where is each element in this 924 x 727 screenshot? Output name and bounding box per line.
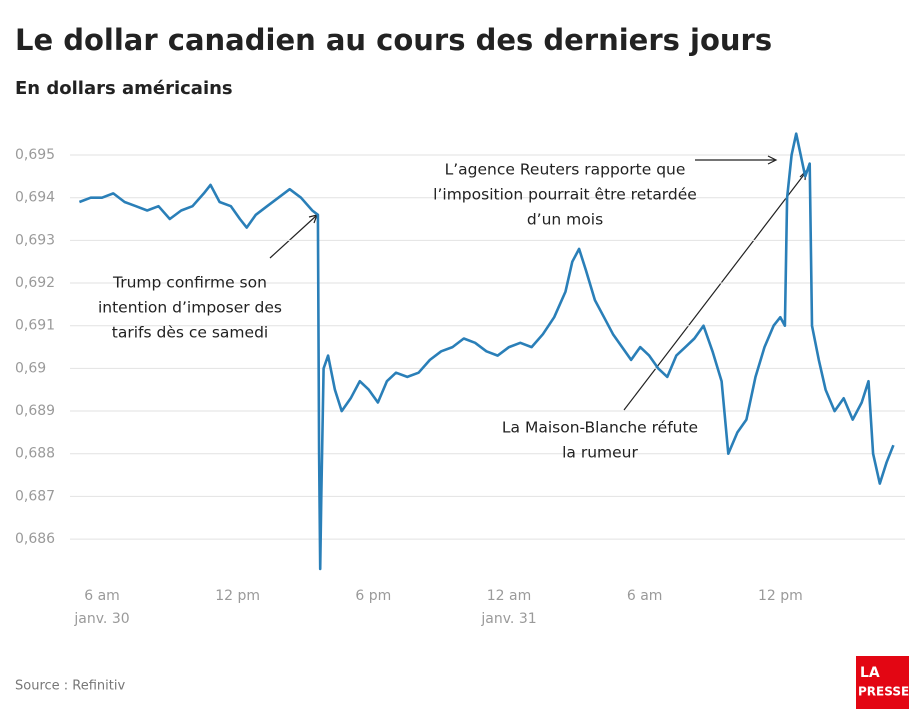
x-tick-label: 6 am bbox=[84, 588, 120, 604]
x-tick-label: 6 pm bbox=[355, 588, 391, 604]
x-tick-label: 6 am bbox=[627, 588, 663, 604]
logo-box bbox=[856, 656, 909, 709]
x-date-label: janv. 30 bbox=[73, 611, 129, 627]
x-tick-label: 12 pm bbox=[758, 588, 803, 604]
y-tick-label: 0,688 bbox=[15, 446, 55, 462]
annotation: d’un mois bbox=[527, 211, 603, 229]
y-tick-label: 0,695 bbox=[15, 147, 55, 163]
chart-title: Le dollar canadien au cours des derniers… bbox=[15, 23, 772, 57]
y-tick-label: 0,693 bbox=[15, 232, 55, 248]
source: Source : Refinitiv bbox=[15, 679, 125, 694]
x-date-label: janv. 31 bbox=[480, 611, 536, 627]
chart-subtitle: En dollars américains bbox=[15, 78, 233, 99]
annotation: La Maison-Blanche réfute bbox=[502, 419, 698, 437]
y-tick-label: 0,691 bbox=[15, 318, 55, 334]
y-tick-label: 0,69 bbox=[15, 360, 46, 376]
annotation: L’agence Reuters rapporte que bbox=[445, 161, 686, 179]
y-tick-label: 0,694 bbox=[15, 190, 55, 206]
y-tick-label: 0,687 bbox=[15, 488, 55, 504]
annotation: l’imposition pourrait être retardée bbox=[433, 186, 697, 204]
y-tick-label: 0,686 bbox=[15, 531, 55, 547]
logo-text: LA bbox=[860, 665, 880, 681]
y-tick-label: 0,692 bbox=[15, 275, 55, 291]
annotation: la rumeur bbox=[562, 444, 638, 462]
annotation: Trump confirme son bbox=[112, 274, 267, 292]
annotation: intention d’imposer des bbox=[98, 299, 282, 317]
y-tick-label: 0,689 bbox=[15, 403, 55, 419]
price-line bbox=[78, 132, 895, 571]
logo-text: PRESSE bbox=[858, 685, 909, 699]
x-tick-label: 12 am bbox=[487, 588, 531, 604]
annotation: tarifs dès ce samedi bbox=[112, 324, 268, 342]
x-tick-label: 12 pm bbox=[215, 588, 260, 604]
